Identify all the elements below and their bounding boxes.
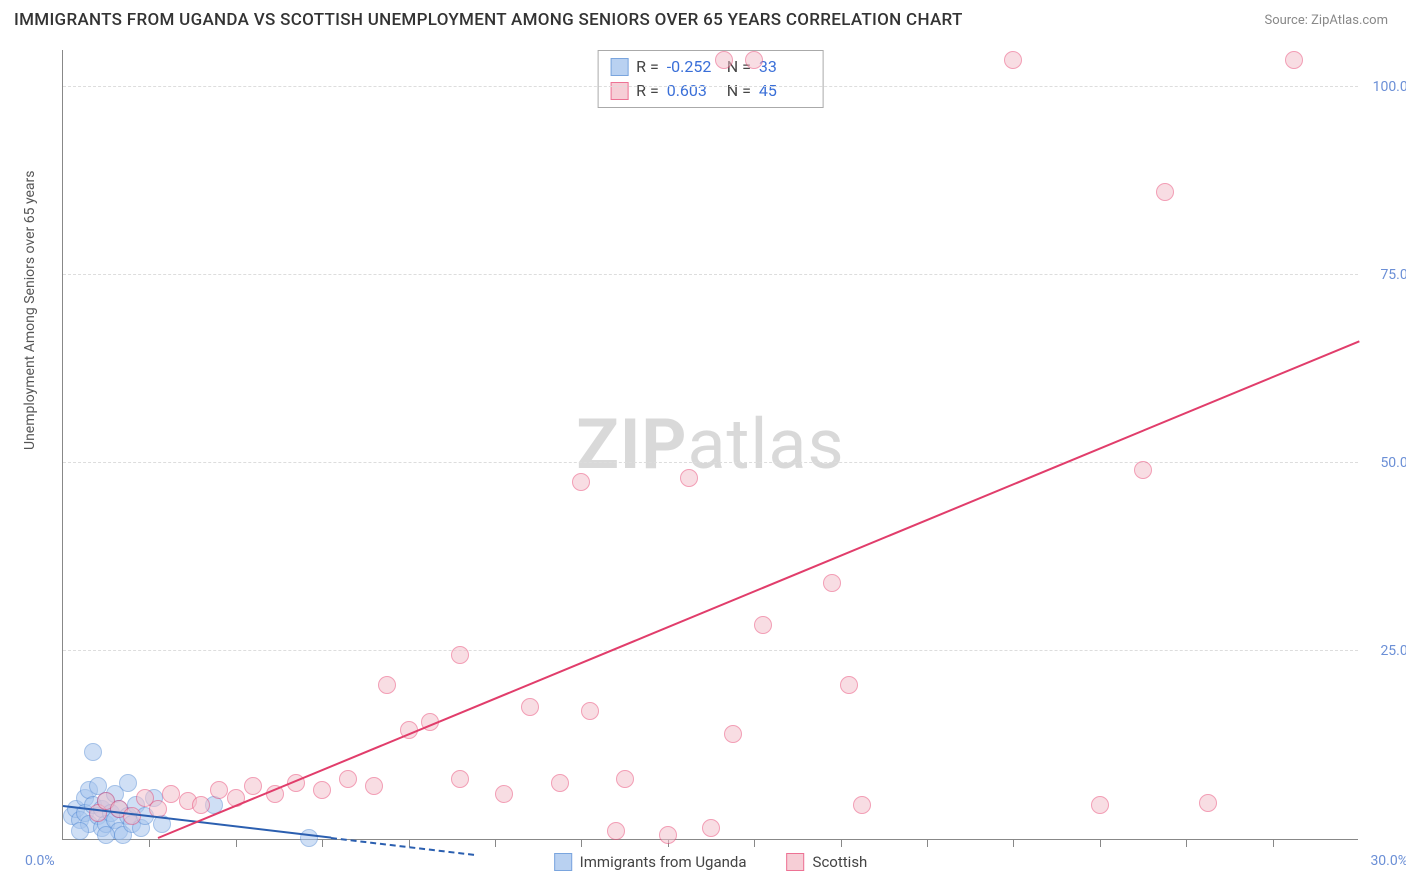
data-point	[192, 796, 210, 814]
data-point	[97, 826, 115, 844]
legend: Immigrants from Uganda Scottish	[554, 853, 868, 871]
data-point	[715, 51, 733, 69]
source-attribution: Source: ZipAtlas.com	[1264, 13, 1388, 28]
legend-item-uganda: Immigrants from Uganda	[554, 853, 747, 871]
data-point	[551, 774, 569, 792]
n-value-scottish: 45	[759, 79, 811, 103]
data-point	[313, 781, 331, 799]
x-tick	[149, 839, 150, 847]
data-point	[71, 822, 89, 840]
data-point	[1004, 51, 1022, 69]
data-point	[581, 702, 599, 720]
data-point	[521, 698, 539, 716]
r-value-scottish: 0.603	[667, 79, 719, 103]
n-value-uganda: 33	[759, 55, 811, 79]
swatch-scottish	[787, 853, 805, 871]
gridline	[63, 274, 1358, 275]
x-tick	[1273, 839, 1274, 847]
data-point	[84, 743, 102, 761]
swatch-uganda	[610, 58, 628, 76]
data-point	[853, 796, 871, 814]
stats-row-uganda: R = -0.252 N = 33	[610, 55, 811, 79]
data-point	[823, 574, 841, 592]
legend-label: Immigrants from Uganda	[580, 853, 747, 871]
x-tick	[1100, 839, 1101, 847]
x-tick	[927, 839, 928, 847]
gridline	[63, 462, 1358, 463]
correlation-stats-box: R = -0.252 N = 33 R = 0.603 N = 45	[597, 50, 824, 108]
x-tick	[581, 839, 582, 847]
data-point	[840, 676, 858, 694]
data-point	[724, 725, 742, 743]
axis-max-label: 30.0%	[1370, 853, 1406, 869]
data-point	[123, 807, 141, 825]
data-point	[162, 785, 180, 803]
data-point	[365, 777, 383, 795]
data-point	[119, 774, 137, 792]
data-point	[745, 51, 763, 69]
data-point	[451, 770, 469, 788]
y-tick-label: 25.0%	[1380, 643, 1406, 659]
x-tick	[322, 839, 323, 847]
data-point	[1134, 461, 1152, 479]
data-point	[1285, 51, 1303, 69]
watermark: ZIPatlas	[576, 404, 844, 486]
data-point	[659, 826, 677, 844]
y-tick-label: 100.0%	[1373, 79, 1406, 95]
data-point	[378, 676, 396, 694]
legend-label: Scottish	[813, 853, 868, 871]
r-value-uganda: -0.252	[667, 55, 719, 79]
data-point	[680, 469, 698, 487]
data-point	[572, 473, 590, 491]
y-tick-label: 50.0%	[1380, 455, 1406, 471]
legend-item-scottish: Scottish	[787, 853, 868, 871]
y-tick-label: 75.0%	[1380, 267, 1406, 283]
page-title: IMMIGRANTS FROM UGANDA VS SCOTTISH UNEMP…	[14, 10, 963, 30]
gridline	[63, 86, 1358, 87]
scatter-plot: ZIPatlas R = -0.252 N = 33 R = 0.603 N =…	[62, 50, 1358, 840]
data-point	[244, 777, 262, 795]
data-point	[607, 822, 625, 840]
trend-line	[158, 341, 1360, 839]
data-point	[702, 819, 720, 837]
data-point	[1199, 794, 1217, 812]
data-point	[1091, 796, 1109, 814]
data-point	[1156, 183, 1174, 201]
gridline	[63, 650, 1358, 651]
data-point	[300, 829, 318, 847]
data-point	[339, 770, 357, 788]
data-point	[451, 646, 469, 664]
swatch-uganda	[554, 853, 572, 871]
stats-row-scottish: R = 0.603 N = 45	[610, 79, 811, 103]
data-point	[210, 781, 228, 799]
x-tick	[1186, 839, 1187, 847]
trend-line	[331, 837, 474, 856]
y-axis-label: Unemployment Among Seniors over 65 years	[22, 171, 38, 451]
data-point	[495, 785, 513, 803]
data-point	[616, 770, 634, 788]
x-tick	[841, 839, 842, 847]
x-tick	[754, 839, 755, 847]
x-tick	[495, 839, 496, 847]
axis-origin-label: 0.0%	[25, 853, 55, 869]
x-tick	[236, 839, 237, 847]
x-tick	[1013, 839, 1014, 847]
data-point	[754, 616, 772, 634]
